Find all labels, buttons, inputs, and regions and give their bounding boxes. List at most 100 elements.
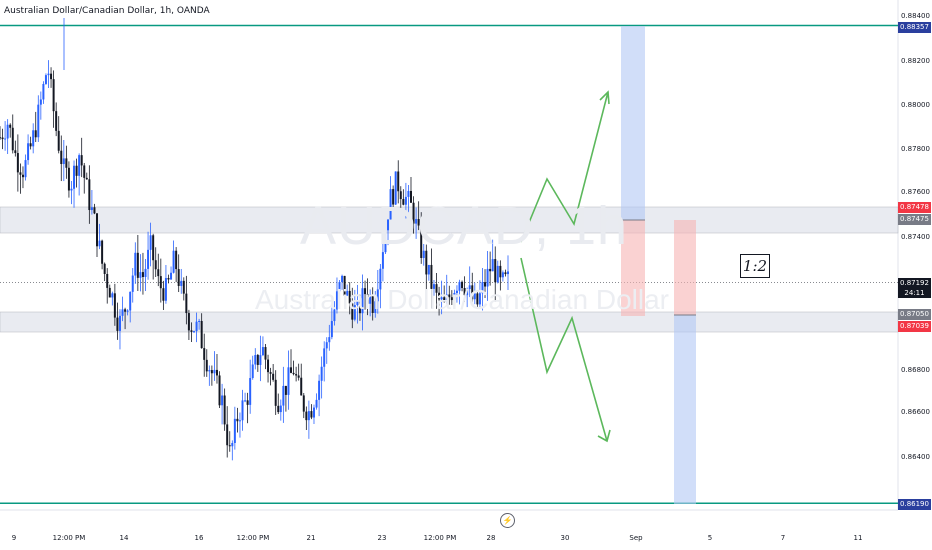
candle-body xyxy=(458,281,461,291)
candle-body xyxy=(384,230,387,253)
candle-body xyxy=(203,348,206,360)
candle-body xyxy=(73,165,76,189)
candle-body xyxy=(208,370,211,372)
candle-body xyxy=(448,294,451,298)
candle-body xyxy=(425,250,428,275)
candle-body xyxy=(21,174,24,178)
candle-body xyxy=(269,372,272,374)
candle-body xyxy=(427,264,430,275)
candle-body xyxy=(144,268,147,278)
candle-body xyxy=(200,320,203,349)
candle-body xyxy=(351,303,354,320)
candle-body xyxy=(420,225,423,258)
candle-body xyxy=(333,309,336,322)
candle-body xyxy=(106,273,109,288)
watermark-name: Australian Dollar/Canadian Dollar xyxy=(255,284,669,315)
long-stop-box xyxy=(621,220,645,316)
candle-body xyxy=(256,354,259,365)
candle-body xyxy=(307,411,310,421)
candle-body xyxy=(215,369,218,376)
timezone-clock-icon[interactable]: ⚡ xyxy=(500,513,515,528)
candle-body xyxy=(16,153,19,173)
candle-body xyxy=(312,407,315,418)
candle-body xyxy=(44,75,47,84)
candle-body xyxy=(172,250,175,273)
candle-body xyxy=(205,359,208,372)
candle-body xyxy=(170,272,173,280)
candle-body xyxy=(193,331,196,333)
candle-body xyxy=(103,263,106,274)
price-axis[interactable]: 0.88400 0.88200 0.88000 0.87800 0.87600 … xyxy=(898,0,932,510)
candle-body xyxy=(394,171,397,205)
candle-body xyxy=(305,411,308,421)
candle-body xyxy=(11,127,14,151)
candle-body xyxy=(486,268,489,287)
candle-body xyxy=(190,330,193,332)
candle-body xyxy=(356,300,359,306)
candle-body xyxy=(302,395,305,412)
candle-body xyxy=(476,293,479,305)
candle-body xyxy=(47,73,50,76)
y-tick: 0.87400 xyxy=(901,233,930,241)
x-tick: 30 xyxy=(560,534,570,542)
candle-body xyxy=(473,293,476,300)
candle-body xyxy=(461,281,464,288)
x-tick: Sep xyxy=(629,534,643,542)
candle-body xyxy=(27,143,30,161)
candle-body xyxy=(231,442,234,447)
bullish-arrowhead xyxy=(599,90,610,105)
x-tick: 21 xyxy=(306,534,316,542)
candle-body xyxy=(369,296,372,304)
candle-body xyxy=(113,293,116,318)
candle-body xyxy=(264,347,267,360)
candle-body xyxy=(19,172,22,175)
candle-body xyxy=(62,158,65,165)
candle-body xyxy=(167,278,170,280)
candle-body xyxy=(330,321,333,338)
bearish-projection-arrow xyxy=(520,257,608,442)
candle-body xyxy=(463,287,466,296)
x-tick: 12:00 PM xyxy=(52,534,86,542)
x-tick: 9 xyxy=(11,534,17,542)
candle-body xyxy=(241,400,244,421)
candle-body xyxy=(450,297,453,301)
candle-body xyxy=(121,309,124,316)
x-tick: 16 xyxy=(194,534,204,542)
candle-body xyxy=(290,367,293,373)
candle-body xyxy=(412,202,415,224)
price-label-top-line: 0.88357 xyxy=(898,22,931,33)
candle-body xyxy=(42,83,45,100)
candle-body xyxy=(90,207,93,211)
candle-body xyxy=(50,73,53,80)
candle-body xyxy=(14,150,17,154)
candle-body xyxy=(297,375,300,378)
price-label-zone-lower-a: 0.87050 xyxy=(898,309,931,320)
candle-body xyxy=(325,342,328,349)
price-label-zone-upper-b: 0.87475 xyxy=(898,214,931,225)
candle-body xyxy=(409,190,412,203)
candle-body xyxy=(126,310,129,312)
candle-body xyxy=(131,275,134,292)
candle-body xyxy=(274,379,277,406)
candle-body xyxy=(430,264,433,289)
candle-body xyxy=(379,268,382,290)
candle-body xyxy=(4,138,7,140)
candle-body xyxy=(187,313,190,331)
candle-body xyxy=(466,289,469,296)
candle-body xyxy=(236,418,239,422)
candle-body xyxy=(67,167,70,191)
candle-body xyxy=(78,155,81,176)
candle-body xyxy=(116,317,119,331)
candle-body xyxy=(244,400,247,402)
candle-body xyxy=(221,395,224,406)
symbol-title[interactable]: Australian Dollar/Canadian Dollar, 1h, O… xyxy=(4,6,210,16)
candle-body xyxy=(182,280,185,294)
candle-body xyxy=(435,284,438,293)
candle-body xyxy=(9,124,12,128)
candle-body xyxy=(453,292,456,301)
candle-body xyxy=(341,275,344,283)
price-label-bottom-line: 0.86190 xyxy=(898,499,931,510)
candle-body xyxy=(402,199,405,205)
candle-body xyxy=(60,150,63,165)
